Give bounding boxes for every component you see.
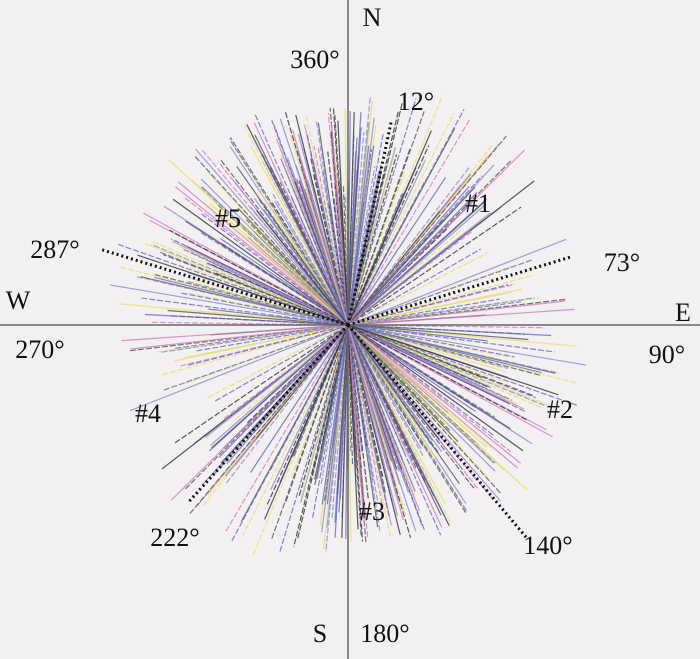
fan-line	[154, 273, 542, 377]
fan-line	[225, 166, 471, 484]
boundary-line	[346, 119, 394, 326]
fan-line	[272, 194, 424, 456]
fan-line	[175, 301, 521, 349]
fan-line	[189, 135, 507, 515]
fan-line	[315, 193, 381, 457]
boundary-label: 287°	[30, 235, 79, 264]
fan-line	[313, 145, 383, 505]
boundary-label: 12°	[398, 87, 434, 116]
boundary-line	[98, 247, 349, 327]
fan-line	[280, 155, 416, 495]
fan-line	[220, 159, 476, 491]
fan-line	[320, 201, 376, 449]
fan-line	[183, 265, 513, 385]
fan-line	[184, 160, 512, 490]
fan-line	[327, 151, 369, 499]
cardinal-degree: 180°	[360, 619, 409, 648]
cardinal-letter: N	[363, 3, 382, 32]
boundary-line	[346, 324, 530, 541]
cardinal-letter: W	[6, 286, 31, 315]
cardinal-letter: S	[313, 619, 327, 648]
cardinal-letter: E	[675, 298, 691, 327]
cardinal-degree: 90°	[649, 340, 685, 369]
set-label: #3	[359, 497, 385, 526]
cardinal-degree: 360°	[290, 45, 339, 74]
fan-line	[279, 181, 417, 469]
boundary-label: 140°	[523, 531, 572, 560]
cardinal-degree: 270°	[15, 335, 64, 364]
boundary-line	[186, 323, 350, 505]
set-label: #5	[215, 204, 241, 233]
boundary-label: 73°	[604, 248, 640, 277]
set-label: #2	[547, 395, 573, 424]
set-label: #4	[135, 399, 161, 428]
fan-line	[220, 242, 476, 408]
fan-line	[201, 213, 495, 437]
boundary-line	[347, 254, 574, 327]
set-label: #1	[465, 189, 491, 218]
fan-line	[184, 197, 512, 453]
fan-line	[208, 172, 488, 478]
boundary-label: 222°	[150, 523, 199, 552]
